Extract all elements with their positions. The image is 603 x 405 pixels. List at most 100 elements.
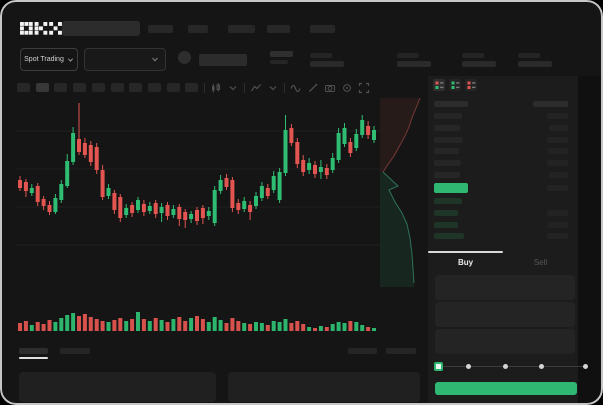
stat-value-0 — [310, 61, 344, 67]
amount-input[interactable] — [435, 302, 575, 327]
indicators-icon[interactable] — [250, 82, 262, 94]
slider-dot[interactable] — [465, 364, 471, 369]
interval-button-4[interactable] — [91, 83, 105, 92]
interval-button-8[interactable] — [166, 83, 180, 92]
interval-button-6[interactable] — [129, 83, 143, 92]
chevron-down-icon — [67, 57, 73, 62]
orderbook-view-toggles — [433, 79, 477, 91]
bid-amount-bar[interactable] — [548, 222, 568, 228]
pair-dropdown[interactable] — [84, 48, 166, 71]
ask-price-bar[interactable] — [434, 148, 459, 154]
toolbar-divider — [244, 82, 245, 93]
settings-icon[interactable] — [341, 82, 353, 94]
ask-amount-bar[interactable] — [548, 148, 568, 154]
bottom-panel-1 — [228, 372, 420, 402]
interval-button-1[interactable] — [35, 83, 49, 92]
bottom-tab-1[interactable] — [60, 348, 90, 354]
buy-submit-button[interactable] — [435, 382, 577, 395]
ask-price-bar[interactable] — [434, 113, 462, 119]
slider-dot[interactable] — [582, 364, 588, 369]
nav-item-2[interactable] — [228, 25, 255, 33]
tab-sell[interactable]: Sell — [533, 257, 548, 267]
stat-value-3 — [518, 61, 552, 67]
bid-amount-bar[interactable] — [547, 210, 568, 216]
last-price-highlight[interactable] — [434, 183, 468, 193]
bid-price-bar[interactable] — [434, 198, 462, 204]
bid-price-bar[interactable] — [434, 233, 464, 239]
ask-amount-bar[interactable] — [549, 125, 568, 131]
fullscreen-icon[interactable] — [358, 82, 370, 94]
last-price-amount-bar[interactable] — [547, 185, 568, 191]
stat-label-0 — [310, 53, 332, 58]
ask-price-bar[interactable] — [434, 160, 461, 166]
orderbook-header-amount — [533, 101, 568, 107]
bottom-tab-0[interactable] — [19, 348, 48, 354]
total-input[interactable] — [435, 329, 575, 354]
pair-name-placeholder — [199, 54, 247, 66]
candle-type-icon[interactable] — [210, 82, 222, 94]
draw-icon[interactable] — [307, 82, 319, 94]
orderbook-bids-icon[interactable] — [449, 79, 461, 91]
interval-button-7[interactable] — [147, 83, 161, 92]
interval-button-3[interactable] — [73, 83, 87, 92]
bottom-panel-0 — [19, 372, 216, 402]
orderbook-combined-icon[interactable] — [433, 79, 445, 91]
right-gutter — [578, 76, 603, 405]
slider-handle[interactable] — [433, 362, 443, 371]
stat-value-1 — [397, 61, 431, 67]
candlestick-chart[interactable] — [14, 98, 428, 335]
okx-logo[interactable] — [20, 22, 62, 35]
last-price-placeholder — [270, 51, 293, 57]
stat-label-2 — [462, 53, 484, 58]
bottom-tab-active-underline — [19, 357, 48, 359]
stat-label-1 — [397, 53, 419, 58]
bottom-chip-1[interactable] — [386, 348, 416, 354]
bottom-chip-0[interactable] — [348, 348, 377, 354]
search-input[interactable] — [62, 21, 140, 36]
ask-amount-bar[interactable] — [547, 160, 568, 166]
orderbook-asks-icon — [467, 81, 475, 89]
nav-item-3[interactable] — [267, 25, 290, 33]
orderbook-combined-icon — [435, 81, 443, 89]
orderbook-asks-icon[interactable] — [465, 79, 477, 91]
chevron-down-icon[interactable] — [267, 82, 279, 94]
ask-price-bar[interactable] — [434, 137, 463, 143]
bid-amount-bar[interactable] — [547, 233, 568, 239]
toolbar-divider — [284, 82, 285, 93]
price-input[interactable] — [435, 275, 575, 300]
toolbar-divider — [204, 82, 205, 93]
slider-dot[interactable] — [538, 364, 544, 369]
pair-coin-icon — [178, 51, 191, 64]
interval-button-0[interactable] — [17, 83, 30, 92]
price-change-placeholder — [270, 60, 288, 64]
ask-price-bar[interactable] — [434, 125, 460, 131]
stat-label-3 — [518, 53, 540, 58]
market-type-label: Spot Trading — [24, 56, 64, 63]
chart-toolbar-icons — [204, 81, 370, 94]
wave-icon[interactable] — [290, 82, 302, 94]
ask-amount-bar[interactable] — [547, 113, 568, 119]
chevron-down-icon[interactable] — [227, 82, 239, 94]
nav-item-1[interactable] — [188, 25, 208, 33]
market-type-dropdown[interactable]: Spot Trading — [20, 48, 78, 71]
bid-price-bar[interactable] — [434, 222, 458, 228]
amount-slider-track[interactable] — [438, 366, 585, 367]
orderbook-header-price — [434, 101, 468, 107]
interval-button-9[interactable] — [185, 83, 199, 92]
camera-icon[interactable] — [324, 82, 336, 94]
slider-dot[interactable] — [502, 364, 508, 369]
stat-value-2 — [462, 61, 496, 67]
interval-button-5[interactable] — [110, 83, 124, 92]
active-tab-indicator — [428, 251, 503, 253]
interval-button-2[interactable] — [54, 83, 68, 92]
nav-item-0[interactable] — [148, 25, 173, 33]
bid-price-bar[interactable] — [434, 210, 458, 216]
tab-buy[interactable]: Buy — [457, 257, 474, 267]
nav-item-4[interactable] — [310, 25, 335, 33]
orderbook-bids-icon — [451, 81, 459, 89]
ask-amount-bar[interactable] — [549, 172, 568, 178]
ask-amount-bar[interactable] — [547, 137, 568, 143]
chevron-down-icon — [152, 57, 158, 62]
ask-price-bar[interactable] — [434, 172, 460, 178]
